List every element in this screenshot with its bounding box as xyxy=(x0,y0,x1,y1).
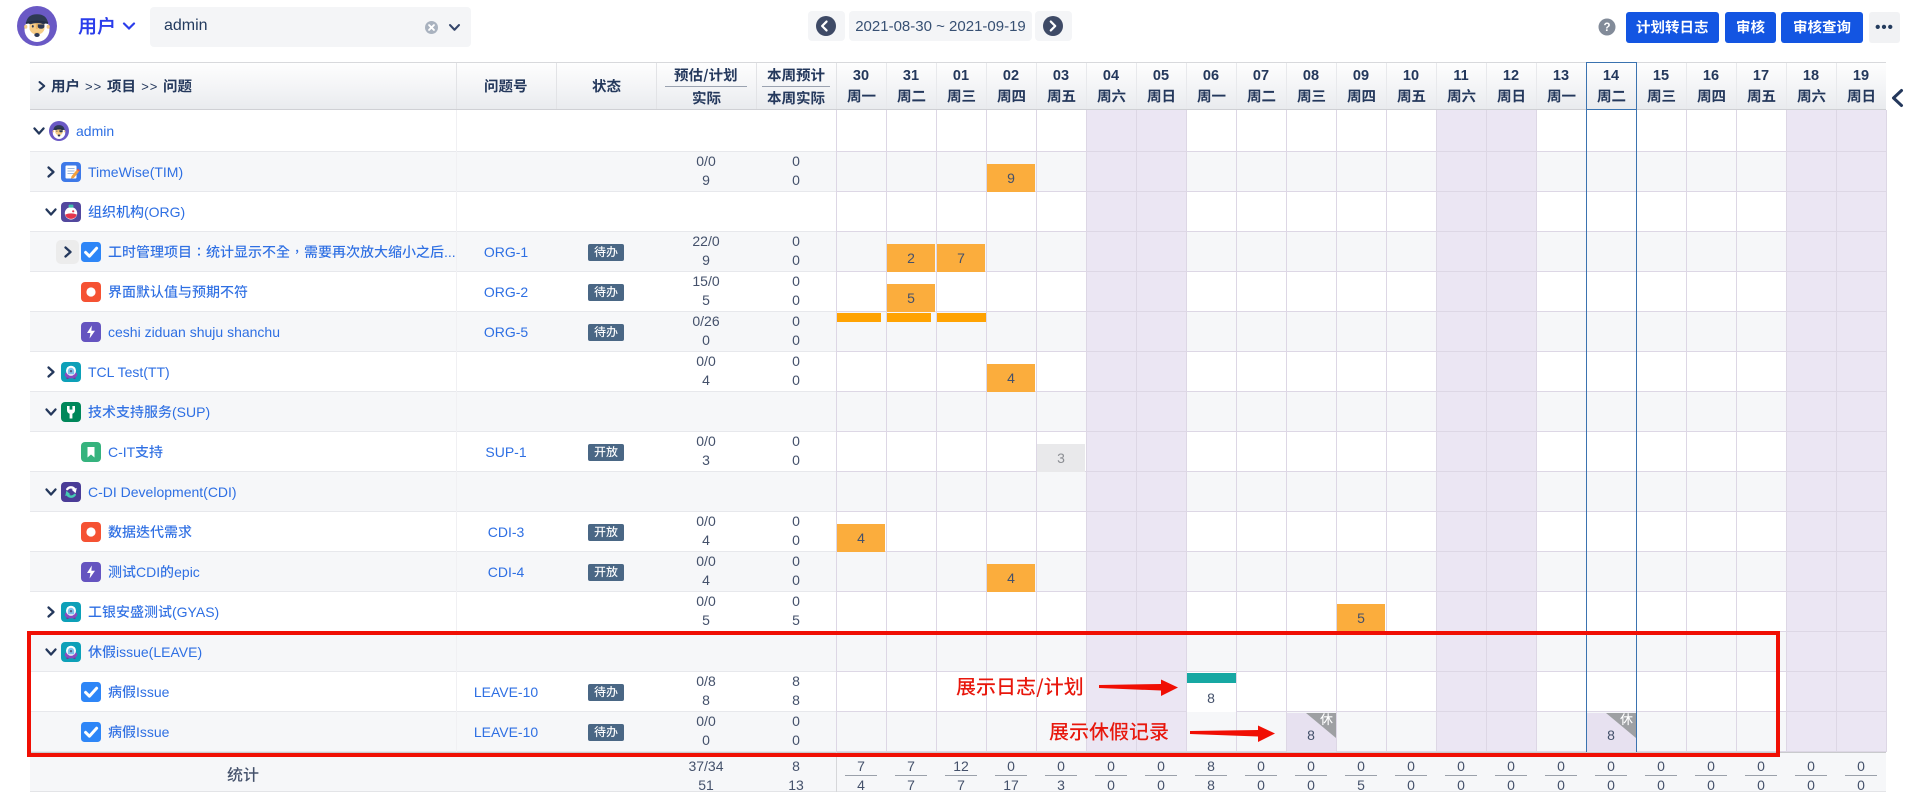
svg-text:?: ? xyxy=(1603,22,1610,34)
